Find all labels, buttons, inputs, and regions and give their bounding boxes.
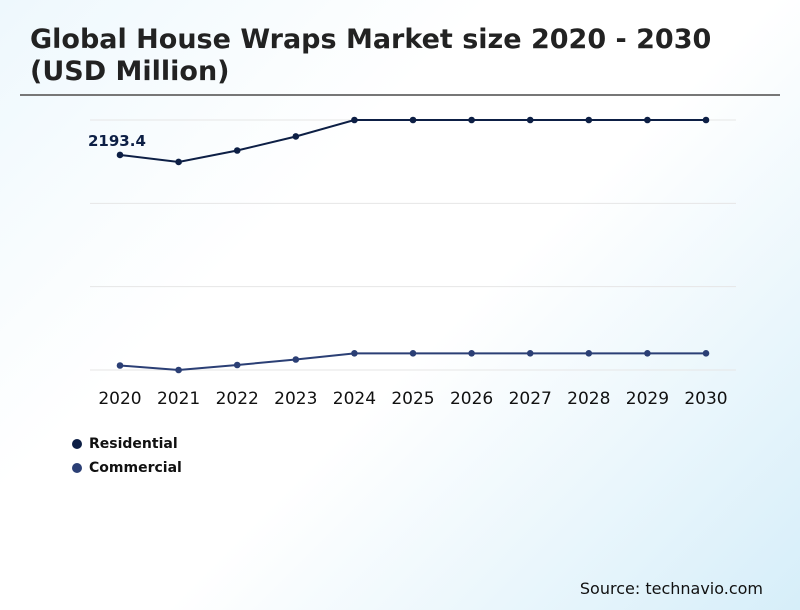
data-point: [175, 366, 182, 374]
data-point: [585, 116, 593, 124]
data-point: [292, 133, 300, 140]
data-point: [116, 151, 124, 159]
data-point: [526, 116, 534, 124]
title-divider: [20, 94, 780, 96]
data-point: [233, 361, 241, 369]
x-tick-label: 2028: [567, 389, 610, 409]
data-point: [233, 147, 241, 154]
data-point: [351, 350, 358, 357]
x-tick-label: 2027: [509, 389, 552, 409]
series-line-residential: [119, 119, 706, 163]
data-point: [468, 116, 475, 124]
legend-item-commercial: Commercial: [72, 460, 182, 476]
data-point: [409, 350, 417, 357]
data-point: [468, 350, 475, 357]
data-point: [292, 356, 300, 363]
data-point: [351, 116, 358, 124]
x-tick-label: 2023: [274, 389, 317, 409]
data-point: [116, 362, 124, 369]
x-tick-label: 2020: [98, 389, 141, 409]
legend-item-residential: Residential: [72, 436, 178, 452]
x-tick-label: 2026: [450, 389, 493, 409]
data-point: [409, 116, 417, 124]
x-tick-label: 2029: [626, 389, 669, 409]
chart-title: Global House Wraps Market size 2020 - 20…: [30, 24, 712, 87]
data-point: [702, 350, 710, 357]
legend-label: Residential: [89, 436, 178, 452]
source-note: Source: technavio.com: [579, 579, 763, 598]
data-point: [175, 158, 182, 166]
data-point: [526, 350, 534, 357]
data-point: [585, 350, 593, 357]
data-point: [644, 350, 651, 357]
x-tick-label: 2024: [333, 389, 376, 409]
data-label: 2193.4: [88, 132, 146, 150]
legend-marker-icon: [72, 463, 82, 473]
x-tick-label: 2025: [391, 389, 434, 409]
x-tick-label: 2030: [684, 389, 727, 409]
line-chart: 2020 2021 2022 2023 2024 2025 2026 2027 2028 2029…: [88, 116, 736, 409]
x-tick-label: 2022: [216, 389, 259, 409]
data-point: [644, 116, 651, 124]
legend-marker-icon: [72, 439, 82, 449]
data-point: [702, 116, 710, 124]
legend-label: Commercial: [89, 460, 182, 476]
x-tick-label: 2021: [157, 389, 200, 409]
